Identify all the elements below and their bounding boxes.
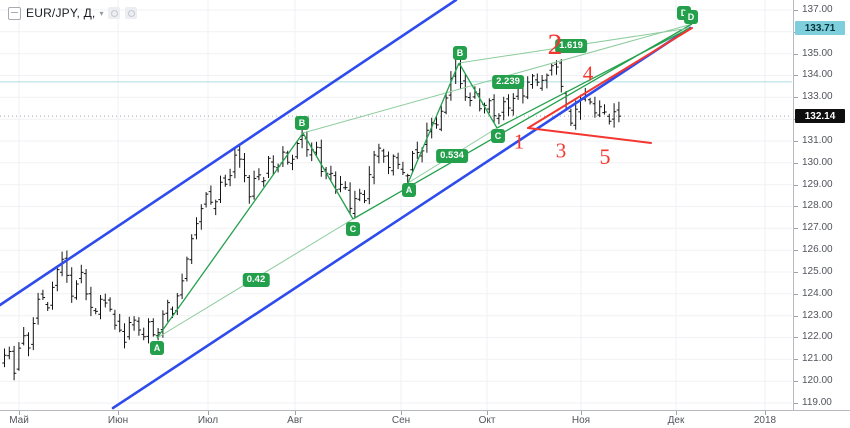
price-tick	[794, 381, 798, 382]
pattern-ratio-badge[interactable]: 1.619	[555, 39, 587, 53]
time-tick-label: Авг	[287, 415, 303, 426]
price-tick	[794, 272, 798, 273]
pattern-point-badge[interactable]: B	[453, 46, 467, 60]
price-tick-label: 127.00	[802, 222, 833, 233]
pattern-point-badge[interactable]: A	[402, 183, 416, 197]
time-tick-label: Ноя	[571, 415, 591, 426]
price-tick	[794, 316, 798, 317]
last-price-badge[interactable]: 132.14	[795, 109, 845, 123]
price-tick-label: 130.00	[802, 157, 833, 168]
wave-count-label[interactable]: 5	[599, 144, 611, 169]
price-tick-label: 131.00	[802, 135, 833, 146]
active-price-badge[interactable]: 133.71	[795, 21, 845, 35]
wave-count-label[interactable]: 4	[582, 61, 594, 86]
price-tick	[794, 163, 798, 164]
price-tick	[794, 359, 798, 360]
pattern-leg-line[interactable]	[156, 132, 304, 339]
red-trend-line[interactable]	[527, 27, 693, 129]
price-tick-label: 120.00	[802, 375, 833, 386]
price-tick	[794, 337, 798, 338]
price-tick-label: 129.00	[802, 179, 833, 190]
pattern-leg-line[interactable]	[458, 62, 498, 129]
collapse-series-icon[interactable]	[8, 6, 21, 20]
time-tick	[208, 411, 209, 415]
red-trend-line[interactable]	[527, 127, 652, 144]
ohlc-bars	[2, 50, 622, 381]
time-tick-label: Окт	[478, 415, 496, 426]
pattern-point-badge[interactable]: A	[150, 341, 164, 355]
price-tick-label: 133.00	[802, 91, 833, 102]
symbol-title[interactable]: EUR/JPY, Д,	[26, 6, 96, 20]
price-tick-label: 121.00	[802, 353, 833, 364]
channel-line[interactable]	[0, 0, 458, 307]
time-axis[interactable]: Май Июн Июл Авг Сен Окт Ноя Дек 2018	[0, 410, 850, 428]
chevron-down-icon[interactable]: ▾	[99, 8, 104, 18]
price-tick	[794, 228, 798, 229]
pattern-point-badge[interactable]: B	[295, 116, 309, 130]
time-tick-label: 2018	[753, 415, 777, 426]
price-tick-label: 124.00	[802, 288, 833, 299]
eye-icon[interactable]	[108, 7, 121, 19]
time-tick	[581, 411, 582, 415]
price-tick-label: 126.00	[802, 244, 833, 255]
channel-line[interactable]	[111, 26, 692, 410]
price-axis[interactable]: 137.00136.00135.00134.00133.00132.00131.…	[793, 0, 850, 410]
chart-legend: EUR/JPY, Д, ▾	[8, 6, 138, 20]
gear-icon[interactable]	[125, 7, 138, 19]
wave-count-label[interactable]: 3	[555, 138, 567, 163]
price-tick-label: 137.00	[802, 4, 833, 15]
time-tick-label: Июл	[197, 415, 219, 426]
time-tick	[19, 411, 20, 415]
price-tick	[794, 54, 798, 55]
time-tick-label: Июн	[107, 415, 129, 426]
time-tick-label: Сен	[391, 415, 411, 426]
price-tick	[794, 185, 798, 186]
wave-count-label[interactable]: 2	[547, 28, 563, 61]
time-tick	[676, 411, 677, 415]
time-tick-label: Дек	[667, 415, 685, 426]
price-tick-label: 135.00	[802, 48, 833, 59]
price-tick-label: 128.00	[802, 200, 833, 211]
pattern-point-badge[interactable]: D	[684, 10, 698, 24]
price-tick	[794, 141, 798, 142]
time-tick	[401, 411, 402, 415]
pattern-point-badge[interactable]: C	[491, 129, 505, 143]
price-tick	[794, 403, 798, 404]
pattern-leg-line[interactable]	[496, 27, 691, 129]
chart-canvas[interactable]	[0, 0, 793, 410]
wave-count-label[interactable]: 1	[513, 129, 525, 154]
time-tick	[765, 411, 766, 415]
price-tick-label: 122.00	[802, 331, 833, 342]
price-tick	[794, 294, 798, 295]
pattern-leg-line[interactable]	[302, 132, 354, 220]
price-tick-label: 134.00	[802, 69, 833, 80]
time-tick-label: Май	[9, 415, 29, 426]
price-tick	[794, 75, 798, 76]
price-tick	[794, 10, 798, 11]
price-tick-label: 125.00	[802, 266, 833, 277]
price-tick-label: 119.00	[802, 397, 832, 408]
price-tick	[794, 97, 798, 98]
pattern-ratio-badge[interactable]: 0.42	[242, 273, 270, 287]
price-tick	[794, 206, 798, 207]
pattern-leg-line[interactable]	[407, 62, 460, 184]
time-tick	[487, 411, 488, 415]
time-tick	[295, 411, 296, 415]
price-tick	[794, 250, 798, 251]
price-tick-label: 123.00	[802, 310, 833, 321]
time-tick	[118, 411, 119, 415]
pattern-ratio-badge[interactable]: 2.239	[492, 75, 524, 89]
pattern-ratio-badge[interactable]: 0.534	[436, 149, 468, 163]
pattern-point-badge[interactable]: C	[346, 222, 360, 236]
